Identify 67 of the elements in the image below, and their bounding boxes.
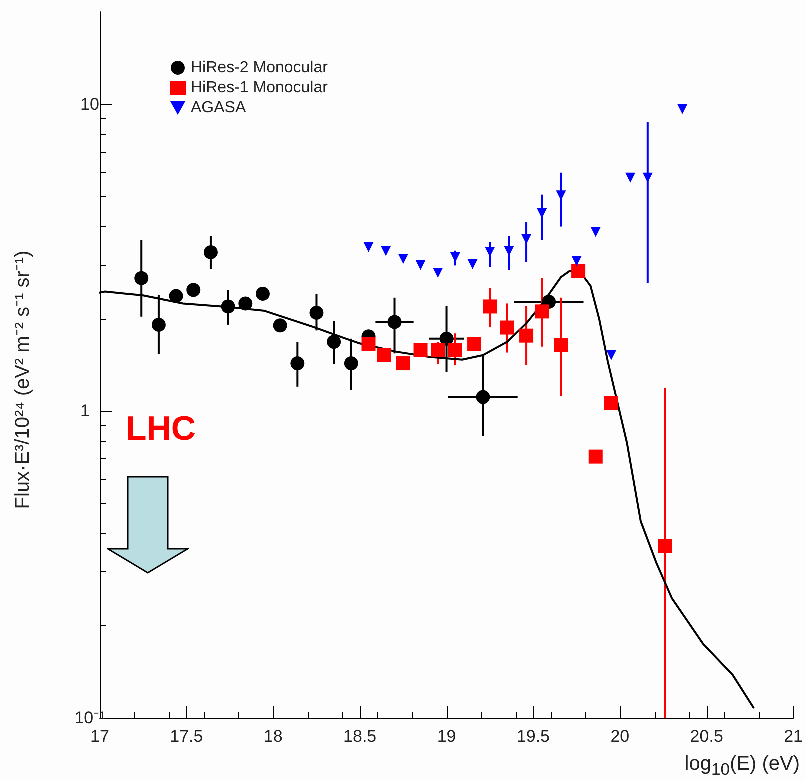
point: [440, 332, 454, 346]
point: [362, 337, 376, 352]
point: [344, 356, 358, 371]
point: [604, 396, 618, 410]
x-tick-label: 18.5: [344, 727, 377, 746]
point: [468, 337, 482, 352]
point: [169, 289, 184, 304]
point: [433, 268, 444, 278]
point: [431, 343, 446, 358]
point: [535, 304, 550, 319]
legend-label: HiRes-2 Monocular: [191, 60, 329, 76]
x-tick-label: 21: [784, 727, 804, 746]
point: [476, 390, 490, 404]
point: [642, 172, 653, 183]
point: [485, 247, 496, 258]
point: [290, 356, 305, 371]
point: [606, 350, 616, 360]
point: [377, 348, 392, 362]
point: [522, 234, 532, 244]
point: [273, 318, 288, 333]
x-tick-label: 19: [437, 727, 456, 746]
point: [256, 286, 270, 301]
x-tick-label: 17.5: [170, 727, 204, 746]
point: [537, 208, 548, 218]
legend-label: AGASA: [191, 100, 246, 116]
point: [626, 172, 636, 183]
point: [310, 306, 324, 320]
point: [572, 256, 582, 266]
point: [483, 300, 498, 314]
x-tick-label: 19.5: [516, 727, 550, 746]
point: [134, 271, 149, 286]
point: [554, 338, 568, 352]
point: [678, 104, 688, 114]
point: [204, 246, 218, 260]
x-tick-label: 20: [610, 727, 630, 746]
x-tick-label: 18: [264, 727, 283, 746]
point: [450, 252, 460, 262]
point: [152, 318, 166, 332]
legend-label: HiRes-1 Monocular: [191, 80, 329, 96]
point: [364, 242, 374, 252]
point: [658, 539, 672, 554]
x-tick-label: 17: [90, 727, 110, 746]
y-tick-label: 10⁻¹: [74, 708, 106, 728]
point: [381, 246, 392, 256]
y-axis-title: Flux·E³/10²⁴ (eV² m⁻² s⁻¹ sr⁻¹): [11, 250, 35, 510]
point: [590, 227, 601, 238]
point: [186, 283, 201, 298]
point: [416, 260, 426, 270]
point: [500, 320, 514, 335]
point: [327, 335, 342, 350]
x-tick-label: 20.5: [690, 727, 724, 746]
point: [504, 246, 514, 256]
point: [238, 296, 253, 311]
x-axis-title: log$_{10}$(E) (eV): [684, 753, 800, 780]
point: [396, 356, 410, 371]
y-tick-label: 10: [80, 94, 100, 114]
y-tick-label: 1: [80, 402, 90, 421]
point: [468, 259, 478, 270]
point: [588, 450, 603, 464]
point: [520, 328, 534, 343]
point: [572, 264, 586, 278]
point: [398, 254, 408, 264]
point: [388, 315, 402, 330]
annotation: LHC: [126, 410, 196, 449]
point: [414, 343, 428, 358]
point: [221, 300, 236, 314]
point: [448, 343, 462, 358]
